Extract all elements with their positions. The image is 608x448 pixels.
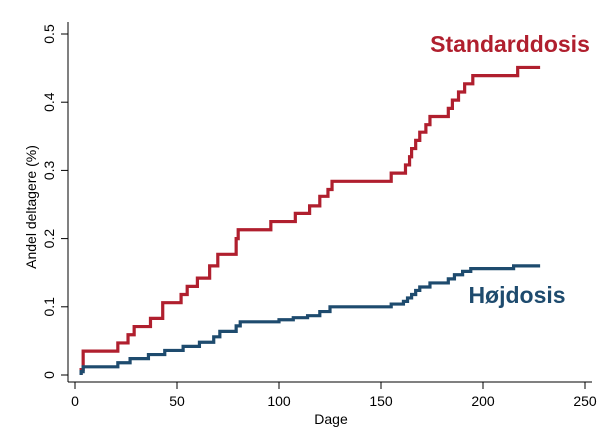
x-tick-label: 50 <box>169 393 185 409</box>
y-tick-label: 0.4 <box>41 92 57 112</box>
x-tick-label: 0 <box>71 393 79 409</box>
series-line-hojdosis <box>79 264 541 375</box>
x-tick-label: 200 <box>471 393 495 409</box>
y-ticks: 0 0.1 0.2 0.3 0.4 0.5 <box>41 24 68 379</box>
x-tick-label: 150 <box>369 393 393 409</box>
x-axis-label: Dage <box>314 411 348 427</box>
y-axis-label: Andel deltagere (%) <box>23 145 39 269</box>
series-label-standarddosis: Standarddosis <box>430 31 590 57</box>
y-tick-label: 0.2 <box>41 229 57 249</box>
series-line-standarddosis <box>79 65 541 375</box>
series-label-hojdosis: Højdosis <box>468 282 565 308</box>
axes: 0 50 100 150 200 250 0 0.1 0.2 0.3 0.4 0.5 Dage An… <box>23 22 597 427</box>
y-tick-label: 0.3 <box>41 160 57 180</box>
x-ticks: 0 50 100 150 200 250 <box>71 382 597 409</box>
x-tick-label: 250 <box>573 393 597 409</box>
x-tick-label: 100 <box>267 393 291 409</box>
y-tick-label: 0.5 <box>41 24 57 44</box>
y-tick-label: 0 <box>41 371 57 379</box>
series-layer <box>79 65 541 375</box>
y-tick-label: 0.1 <box>41 297 57 317</box>
series-labels: Standarddosis Højdosis <box>430 31 590 308</box>
